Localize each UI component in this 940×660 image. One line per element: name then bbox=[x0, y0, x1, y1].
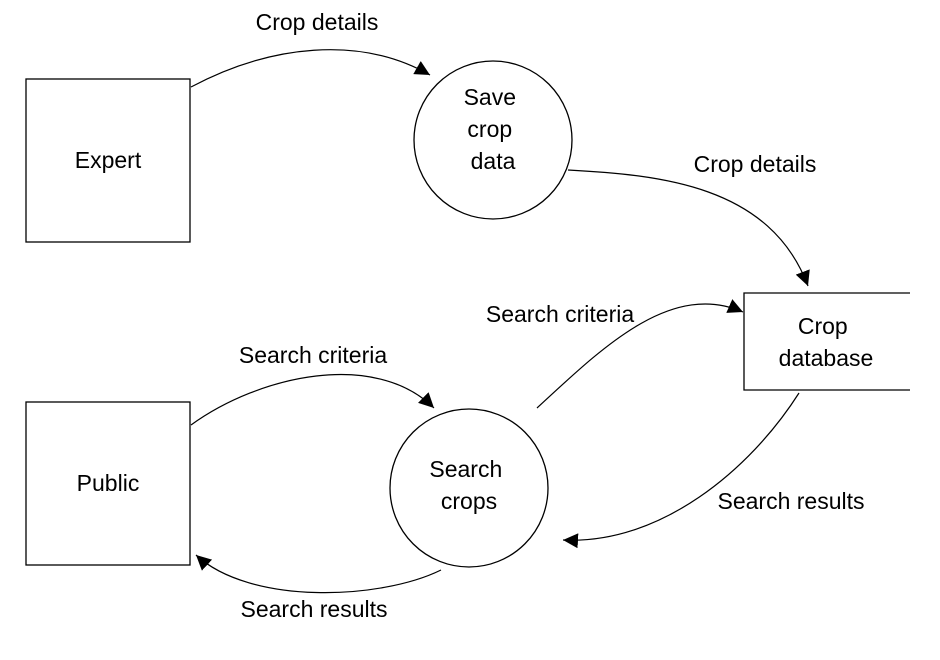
save-crop-data-line-2: crop bbox=[467, 116, 512, 142]
public-entity-box bbox=[25, 401, 191, 566]
expert-entity-label: Expert bbox=[75, 147, 142, 173]
public-entity-label: Public bbox=[77, 470, 140, 496]
save-crop-data-line-3: data bbox=[471, 148, 516, 174]
flow-save-to-database-label: Crop details bbox=[694, 151, 817, 177]
crop-database-store bbox=[743, 292, 910, 391]
crop-database-label: Crop database bbox=[779, 313, 874, 371]
flow-expert-to-save bbox=[190, 49, 431, 88]
search-crops-label: Search crops bbox=[429, 456, 508, 514]
flow-expert-to-save-label: Crop details bbox=[256, 9, 379, 35]
search-crops-line-1: Search bbox=[429, 456, 502, 482]
crop-database-line-2: database bbox=[779, 345, 874, 371]
flow-public-to-search bbox=[190, 373, 435, 426]
search-crops-line-2: crops bbox=[441, 488, 497, 514]
crop-database-line-1: Crop bbox=[798, 313, 848, 339]
flow-search-to-database bbox=[536, 299, 744, 409]
flow-search-to-public-label: Search results bbox=[240, 596, 387, 622]
save-crop-data-label: Save crop data bbox=[464, 84, 523, 174]
flow-database-to-search bbox=[562, 392, 800, 549]
expert-entity-box bbox=[25, 78, 191, 243]
flow-save-to-database bbox=[567, 169, 810, 287]
save-crop-data-line-1: Save bbox=[464, 84, 516, 110]
save-crop-data-process bbox=[413, 60, 573, 220]
flow-database-to-search-label: Search results bbox=[717, 488, 864, 514]
flow-search-to-database-label: Search criteria bbox=[486, 301, 634, 327]
flow-public-to-search-label: Search criteria bbox=[239, 342, 387, 368]
search-crops-process bbox=[389, 408, 549, 568]
flow-search-to-public bbox=[195, 554, 442, 594]
